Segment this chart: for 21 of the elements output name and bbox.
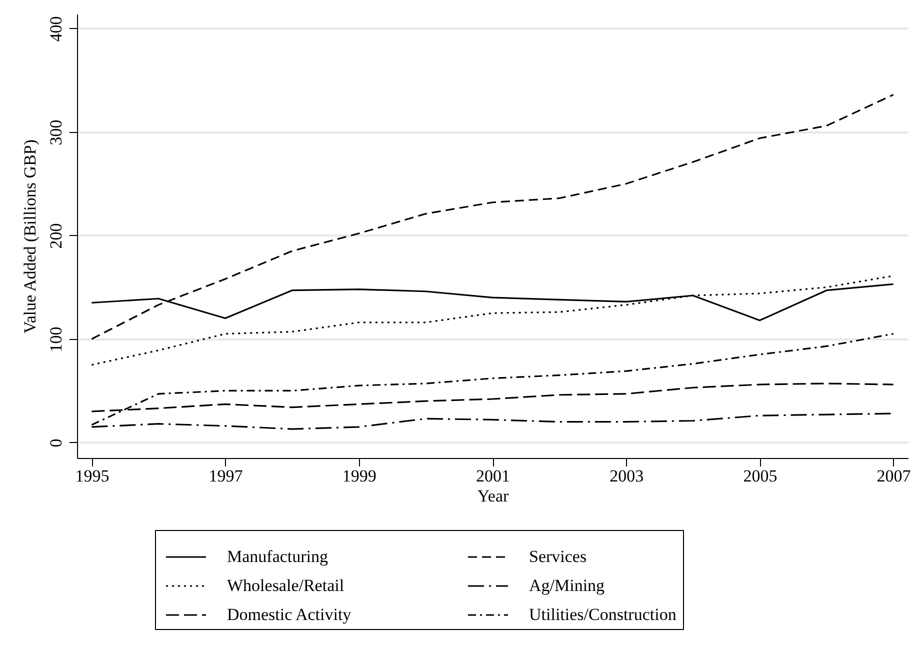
legend-label: Wholesale/Retail [227,576,344,595]
x-tick-label: 2003 [610,466,644,486]
y-tick-label: 100 [46,326,66,352]
y-axis-title: Value Added (Billions GBP) [20,139,40,334]
x-tick-label: 1995 [75,466,110,486]
x-tick-label: 2005 [743,466,778,486]
x-tick-label: 1999 [342,466,376,486]
legend-label: Domestic Activity [227,605,352,624]
legend-label: Services [529,547,587,566]
x-tick-label: 1997 [208,466,244,486]
legend-label: Manufacturing [227,547,329,566]
x-tick-label: 2001 [476,466,510,486]
x-axis-title: Year [477,486,509,506]
legend-label: Ag/Mining [529,576,606,595]
legend-label: Utilities/Construction [529,605,677,624]
y-tick-label: 300 [46,120,66,146]
y-tick-label: 400 [46,16,66,42]
x-tick-label: 2007 [876,466,912,486]
y-tick-label: 200 [46,223,66,249]
line-series [90,94,894,340]
y-tick-label: 0 [46,438,66,448]
